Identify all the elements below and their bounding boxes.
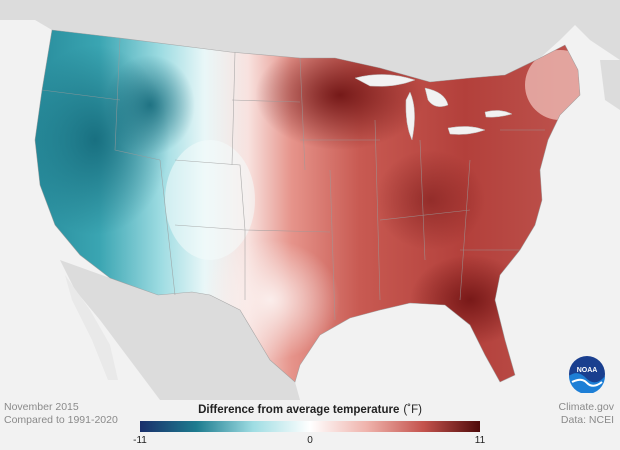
footer-left: November 2015 Compared to 1991-2020: [4, 401, 118, 427]
noaa-logo-text: NOAA: [577, 367, 598, 374]
legend-color-bar: [140, 421, 480, 432]
comparison-label: Compared to 1991-2020: [4, 414, 118, 427]
footer-right: Climate.gov Data: NCEI: [559, 401, 614, 427]
legend-tick-max: 11: [475, 435, 485, 446]
legend-title: Difference from average temperature (˚F): [140, 404, 480, 416]
legend-tick-mid: 0: [307, 435, 313, 446]
legend-title-text: Difference from average temperature: [198, 404, 399, 416]
legend-unit: (˚F): [403, 404, 422, 416]
data-source-label: Data: NCEI: [559, 414, 614, 427]
source-site-label: Climate.gov: [559, 401, 614, 414]
date-label: November 2015: [4, 401, 118, 414]
noaa-logo: NOAA: [568, 355, 606, 393]
legend-tick-min: -11: [133, 435, 147, 446]
temperature-anomaly-map: [0, 0, 620, 400]
